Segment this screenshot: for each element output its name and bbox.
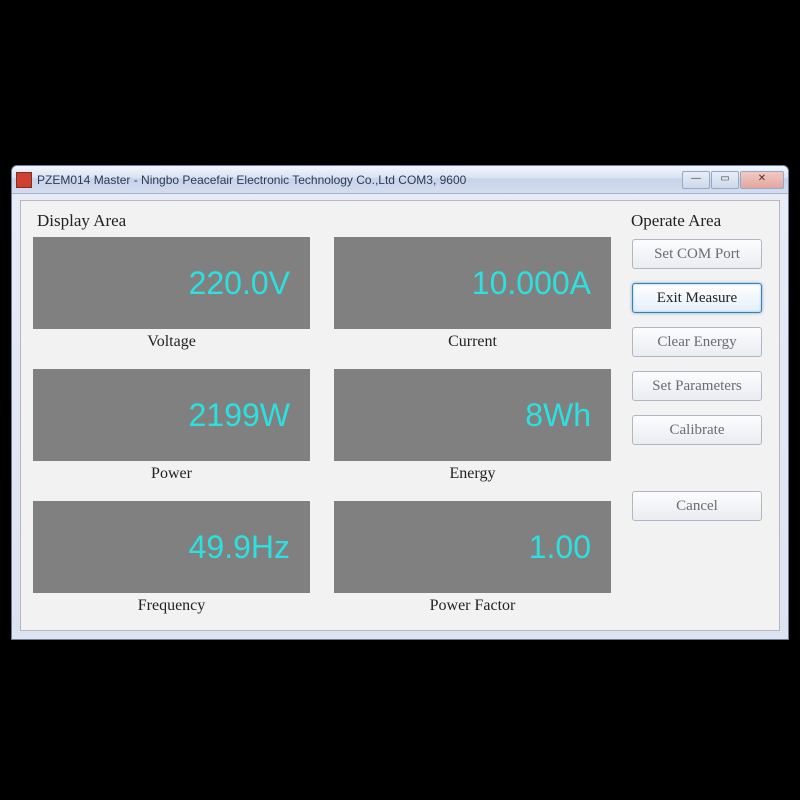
frequency-label: Frequency [138,597,206,615]
energy-label: Energy [450,465,496,483]
power-cell: 2199W Power [33,369,310,495]
voltage-cell: 220.0V Voltage [33,237,310,363]
clear-energy-button[interactable]: Clear Energy [632,327,762,357]
minimize-button[interactable]: — [682,171,710,189]
app-window: PZEM014 Master - Ningbo Peacefair Electr… [11,165,789,640]
set-parameters-button[interactable]: Set Parameters [632,371,762,401]
power-value: 2199W [33,369,310,461]
current-cell: 10.000A Current [334,237,611,363]
energy-value: 8Wh [334,369,611,461]
maximize-button[interactable]: ▭ [711,171,739,189]
app-icon [16,172,32,188]
client-area: Display Area 220.0V Voltage 10.000A Curr… [20,200,780,631]
set-com-port-button[interactable]: Set COM Port [632,239,762,269]
power-factor-label: Power Factor [430,597,516,615]
window-title: PZEM014 Master - Ningbo Peacefair Electr… [37,173,682,187]
display-area: Display Area 220.0V Voltage 10.000A Curr… [33,211,617,620]
close-button[interactable]: ✕ [740,171,784,189]
current-value: 10.000A [334,237,611,329]
operate-area-title: Operate Area [627,211,767,231]
calibrate-button[interactable]: Calibrate [632,415,762,445]
current-label: Current [448,333,497,351]
operate-area: Operate Area Set COM Port Exit Measure C… [617,211,767,620]
voltage-value: 220.0V [33,237,310,329]
voltage-label: Voltage [147,333,196,351]
energy-cell: 8Wh Energy [334,369,611,495]
cancel-button[interactable]: Cancel [632,491,762,521]
display-area-title: Display Area [33,211,611,231]
titlebar[interactable]: PZEM014 Master - Ningbo Peacefair Electr… [12,166,788,194]
exit-measure-button[interactable]: Exit Measure [632,283,762,313]
frequency-cell: 49.9Hz Frequency [33,501,310,627]
power-factor-value: 1.00 [334,501,611,593]
power-label: Power [151,465,192,483]
frequency-value: 49.9Hz [33,501,310,593]
power-factor-cell: 1.00 Power Factor [334,501,611,627]
meter-grid: 220.0V Voltage 10.000A Current 2199W Pow… [33,237,611,627]
window-controls: — ▭ ✕ [682,171,784,189]
